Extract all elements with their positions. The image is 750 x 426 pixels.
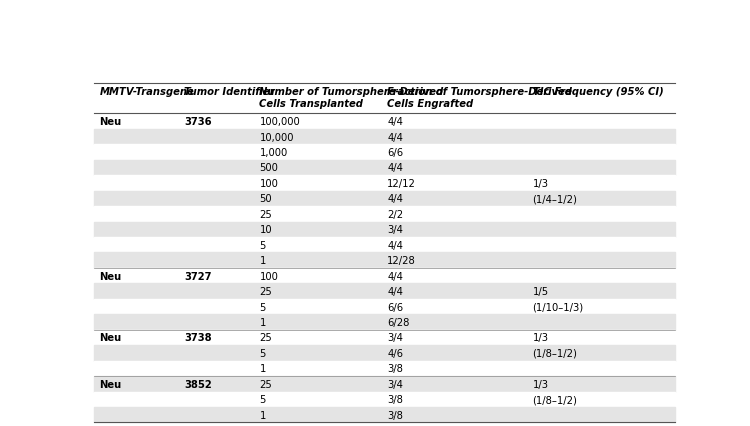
Text: TIC Frequency (95% CI): TIC Frequency (95% CI) <box>532 86 663 97</box>
Text: 5: 5 <box>260 240 266 250</box>
Text: 50: 50 <box>260 194 272 204</box>
Text: 5: 5 <box>260 348 266 358</box>
Text: 3/4: 3/4 <box>387 379 404 389</box>
Text: 10: 10 <box>260 225 272 235</box>
Text: 5: 5 <box>260 394 266 404</box>
Text: 4/4: 4/4 <box>387 132 404 142</box>
Text: 3736: 3736 <box>184 117 211 127</box>
Text: 12/12: 12/12 <box>387 178 416 188</box>
Text: 1/3: 1/3 <box>532 379 548 389</box>
Text: Fraction of Tumorsphere-Derived
Cells Engrafted: Fraction of Tumorsphere-Derived Cells En… <box>387 86 572 109</box>
Text: 6/28: 6/28 <box>387 317 410 327</box>
Bar <box>94 268 675 284</box>
Text: (1/4–1/2): (1/4–1/2) <box>532 194 578 204</box>
Text: 100: 100 <box>260 271 278 281</box>
Text: 1: 1 <box>260 410 266 420</box>
Text: (1/8–1/2): (1/8–1/2) <box>532 348 578 358</box>
Bar <box>94 253 675 268</box>
Text: 100: 100 <box>260 178 278 188</box>
Text: 25: 25 <box>260 209 272 219</box>
Text: 1: 1 <box>260 317 266 327</box>
Text: (1/8–1/2): (1/8–1/2) <box>532 394 578 404</box>
Text: 500: 500 <box>260 163 278 173</box>
Bar <box>94 114 675 130</box>
Text: 10,000: 10,000 <box>260 132 294 142</box>
Text: 4/6: 4/6 <box>387 348 404 358</box>
Text: 4/4: 4/4 <box>387 286 404 296</box>
Bar <box>94 299 675 314</box>
Text: 12/28: 12/28 <box>387 256 416 265</box>
Text: 5: 5 <box>260 302 266 312</box>
Bar <box>94 222 675 237</box>
Bar <box>94 176 675 191</box>
Bar <box>94 207 675 222</box>
Bar <box>94 237 675 253</box>
Bar <box>94 160 675 176</box>
Text: 2/2: 2/2 <box>387 209 404 219</box>
Bar <box>94 407 675 423</box>
Text: 3/4: 3/4 <box>387 225 404 235</box>
Bar <box>94 376 675 391</box>
Text: Neu: Neu <box>100 333 122 343</box>
Bar <box>94 284 675 299</box>
Text: 1: 1 <box>260 363 266 374</box>
Text: 3/8: 3/8 <box>387 394 404 404</box>
Text: 4/4: 4/4 <box>387 163 404 173</box>
Bar <box>94 314 675 330</box>
Text: 25: 25 <box>260 286 272 296</box>
Text: MMTV-Transgene: MMTV-Transgene <box>100 86 194 97</box>
Text: 1,000: 1,000 <box>260 148 288 158</box>
Text: 25: 25 <box>260 379 272 389</box>
Text: 3738: 3738 <box>184 333 211 343</box>
Text: 3/8: 3/8 <box>387 363 404 374</box>
Text: 4/4: 4/4 <box>387 117 404 127</box>
Text: 100,000: 100,000 <box>260 117 300 127</box>
Text: Number of Tumorsphere-Derived
Cells Transplanted: Number of Tumorsphere-Derived Cells Tran… <box>260 86 443 109</box>
Bar <box>94 145 675 160</box>
Bar <box>94 130 675 145</box>
Text: Neu: Neu <box>100 271 122 281</box>
Text: 4/4: 4/4 <box>387 194 404 204</box>
Bar <box>94 345 675 361</box>
Text: 1/3: 1/3 <box>532 178 548 188</box>
Text: Tumor Identifier: Tumor Identifier <box>184 86 274 97</box>
Text: 25: 25 <box>260 333 272 343</box>
Bar <box>94 191 675 207</box>
Bar <box>94 330 675 345</box>
Bar <box>94 361 675 376</box>
Text: 1/5: 1/5 <box>532 286 549 296</box>
Text: (1/10–1/3): (1/10–1/3) <box>532 302 584 312</box>
Text: 4/4: 4/4 <box>387 271 404 281</box>
Text: 6/6: 6/6 <box>387 302 404 312</box>
Text: 4/4: 4/4 <box>387 240 404 250</box>
Bar <box>94 391 675 407</box>
Text: 1: 1 <box>260 256 266 265</box>
Text: 3/4: 3/4 <box>387 333 404 343</box>
Text: 3/8: 3/8 <box>387 410 404 420</box>
Text: 1/3: 1/3 <box>532 333 548 343</box>
Text: Neu: Neu <box>100 379 122 389</box>
Text: 3727: 3727 <box>184 271 211 281</box>
Text: 6/6: 6/6 <box>387 148 404 158</box>
Bar <box>94 84 675 114</box>
Text: Neu: Neu <box>100 117 122 127</box>
Text: 3852: 3852 <box>184 379 211 389</box>
